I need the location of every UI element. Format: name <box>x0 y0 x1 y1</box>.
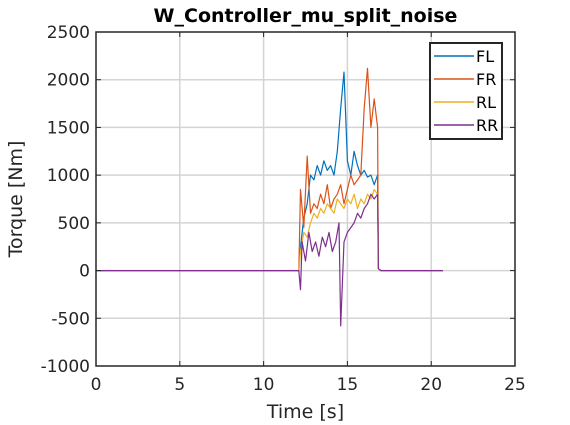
x-tick-label: 5 <box>174 375 185 395</box>
y-tick-label: 0 <box>79 262 90 282</box>
legend-label-rr: RR <box>476 116 498 135</box>
legend: FL FR RL RR <box>429 42 503 140</box>
y-tick-label: 1000 <box>47 166 90 186</box>
y-tick-label: -1000 <box>41 357 90 377</box>
x-tick-label: 20 <box>420 375 442 395</box>
x-tick-label: 15 <box>337 375 359 395</box>
legend-label-fr: FR <box>476 70 496 89</box>
y-tick-label: 2000 <box>47 71 90 91</box>
x-tick-label: 0 <box>91 375 102 395</box>
series-line-fr <box>96 67 443 272</box>
y-tick-label: -500 <box>51 309 90 329</box>
y-tick-label: 2500 <box>47 23 90 43</box>
legend-box <box>429 42 503 140</box>
y-tick-label: 1500 <box>47 118 90 138</box>
chart-title: W_Controller_mu_split_noise <box>154 5 458 27</box>
x-axis-label: Time [s] <box>266 401 344 423</box>
legend-label-rl: RL <box>476 93 496 112</box>
legend-label-fl: FL <box>476 47 494 66</box>
series-line-rr <box>96 193 443 327</box>
plot-frame <box>95 31 516 367</box>
series-group <box>96 67 443 327</box>
x-tick-label: 25 <box>504 375 526 395</box>
axis-ticks: 0 5 10 15 20 25 -1000 -500 0 500 1000 1500 2000 2500 <box>41 23 526 395</box>
y-axis-label: Torque [Nm] <box>5 141 27 259</box>
x-tick-label: 10 <box>253 375 275 395</box>
y-tick-label: 500 <box>58 214 90 234</box>
